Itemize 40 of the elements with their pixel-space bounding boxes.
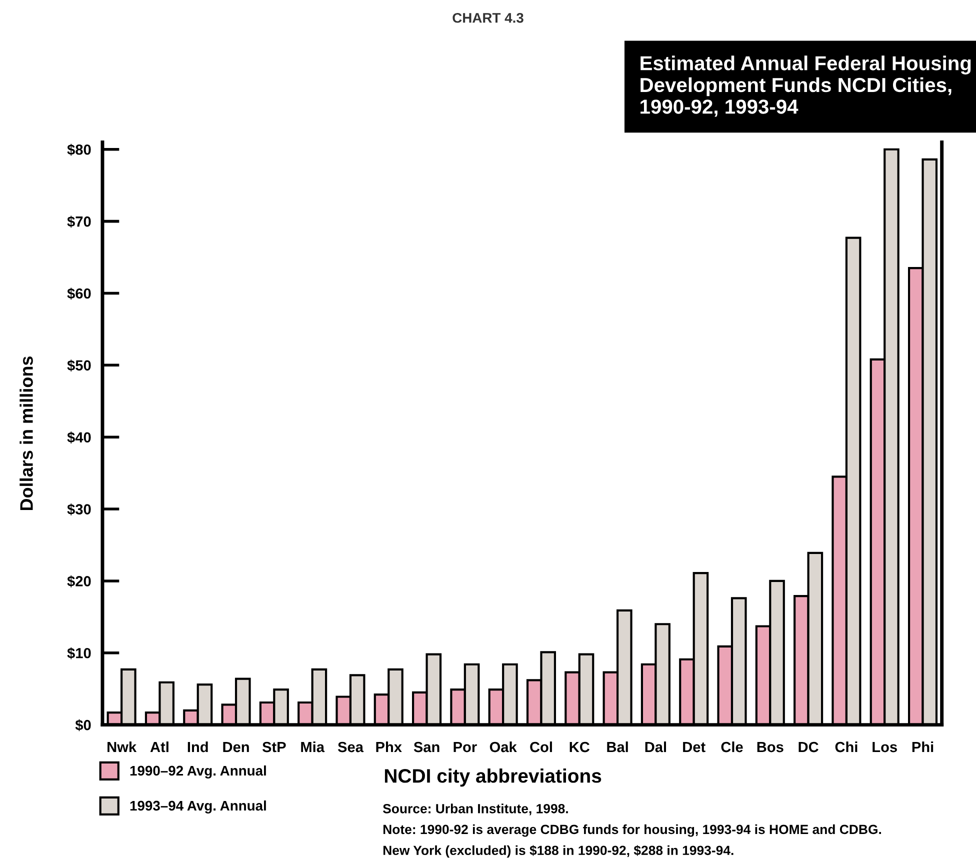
x-tick-label: Cle <box>721 741 743 752</box>
x-tick-label: Mia <box>301 741 325 752</box>
x-tick-label: Dal <box>645 741 666 752</box>
text: Note: 1990-92 is average CDBG funds for housing, 1993-94 is HOME and CDBG. <box>383 824 881 837</box>
x-tick-label: KC <box>570 742 590 752</box>
x-tick-label: Por <box>454 742 477 752</box>
text: New York (excluded) is $188 in 1990-92, $288 in 1993-94. <box>383 845 734 858</box>
x-tick-label: DC <box>798 742 818 752</box>
x-tick-label: Atl <box>150 741 168 752</box>
x-tick-label: Sea <box>338 742 364 752</box>
chart-title: Estimated Annual Federal Housing Development Funds NCDI Cities, 1990-92, 1993-94 <box>640 56 971 117</box>
x-tick-label: StP <box>262 742 286 752</box>
x-tick-label: Nwk <box>108 741 137 752</box>
y-axis-title: Dollars in millions <box>20 356 33 510</box>
y-tick-label: $0 <box>75 719 91 732</box>
x-tick-label: Den <box>223 742 249 752</box>
x-tick-label: Det <box>683 742 706 752</box>
x-tick-label: Oak <box>490 741 517 752</box>
x-tick-label: Phx <box>376 741 402 752</box>
x-tick-label: Bos <box>757 742 784 752</box>
y-tick-label: $80 <box>67 144 91 156</box>
y-tick-label: $10 <box>67 647 91 660</box>
legend-label: 1993–94 Avg. Annual <box>130 800 266 814</box>
y-tick-label: $30 <box>67 503 91 516</box>
x-tick-label: Bal <box>607 741 628 752</box>
y-tick-label: $20 <box>67 575 91 588</box>
x-tick-label: San <box>414 742 440 752</box>
x-tick-label: Los <box>872 742 897 752</box>
x-tick-label: Ind <box>188 741 208 752</box>
y-tick-label: $60 <box>67 288 91 300</box>
caption: CHART 4.3 <box>452 12 524 23</box>
y-tick-label: $70 <box>67 216 91 228</box>
x-tick-label: Chi <box>835 741 858 752</box>
x-axis-title: NCDI city abbreviations <box>384 768 602 787</box>
x-tick-label: Phi <box>912 741 934 752</box>
source-note: Source: Urban Institute, 1998. <box>382 804 568 816</box>
legend-label: 1990–92 Avg. Annual <box>130 765 266 778</box>
y-tick-label: $50 <box>67 360 91 372</box>
y-tick-label: $40 <box>67 432 91 444</box>
x-tick-label: Col <box>530 741 552 752</box>
